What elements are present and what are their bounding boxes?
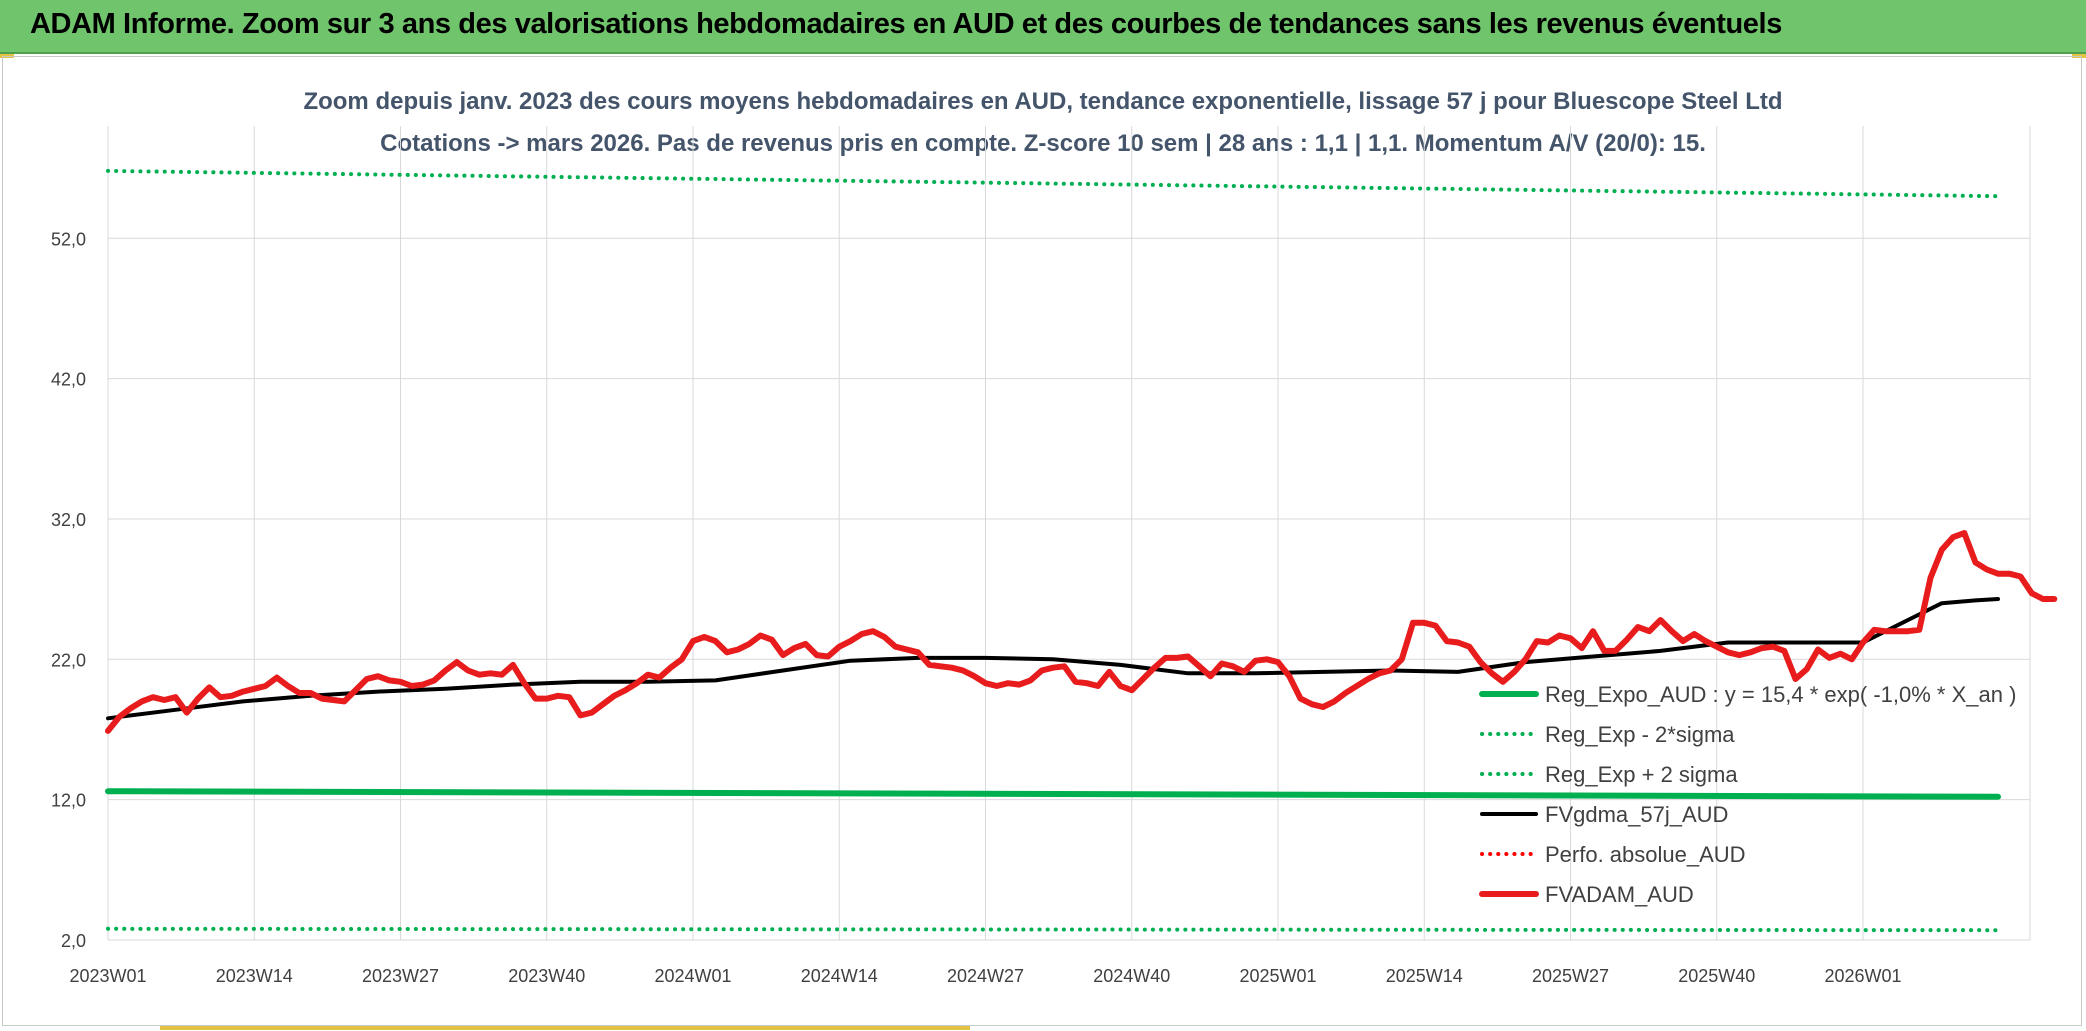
x-tick-label: 2023W27 [362,966,439,986]
legend-label: FVgdma_57j_AUD [1545,802,1728,827]
x-tick-label: 2024W01 [654,966,731,986]
legend-label: FVADAM_AUD [1545,882,1694,907]
x-tick-label: 2023W01 [69,966,146,986]
y-tick-label: 22,0 [51,650,86,670]
x-tick-label: 2024W27 [947,966,1024,986]
y-tick-label: 52,0 [51,229,86,249]
x-tick-label: 2025W14 [1386,966,1463,986]
x-tick-label: 2024W40 [1093,966,1170,986]
grid-lines [107,126,2031,941]
legend: Reg_Expo_AUD : y = 15,4 * exp( -1,0% * X… [1479,682,2016,907]
x-tick-label: 2025W01 [1239,966,1316,986]
x-tick-label: 2023W40 [508,966,585,986]
legend-label: Reg_Expo_AUD : y = 15,4 * exp( -1,0% * X… [1545,682,2016,707]
report-title: ADAM Informe. Zoom sur 3 ans des valoris… [30,8,1782,40]
plot-series [105,168,2058,933]
series-line-3 [106,597,2000,721]
x-tick-label: 2024W14 [801,966,878,986]
y-tick-label: 12,0 [51,791,86,811]
axis-labels: 2023W01 2023W14 2023W27 2023W40 2024W01 2024W… [51,229,1902,986]
series-line-2 [106,168,2000,199]
report-banner: ADAM Informe. Zoom sur 3 ans des valoris… [0,0,2086,54]
x-tick-label: 2025W27 [1532,966,1609,986]
chart-title-line-2: Cotations -> mars 2026. Pas de revenus p… [380,130,1706,157]
series-line-5 [105,530,2058,734]
y-tick-label: 2,0 [61,931,86,951]
legend-label: Reg_Exp - 2*sigma [1545,722,1735,747]
chart-frame [2,56,2082,1026]
legend-label: Reg_Exp + 2 sigma [1545,762,1738,787]
x-tick-label: 2023W14 [216,966,293,986]
y-tick-label: 32,0 [51,510,86,530]
y-tick-label: 42,0 [51,370,86,390]
bottom-accent-bar [160,1026,970,1030]
legend-label: Perfo. absolue_AUD [1545,842,1746,867]
x-tick-label: 2025W40 [1678,966,1755,986]
series-line-0 [105,788,2001,800]
x-tick-label: 2026W01 [1824,966,1901,986]
chart-title-line-1: Zoom depuis janv. 2023 des cours moyens … [303,88,1782,115]
series-line-1 [106,926,2000,933]
